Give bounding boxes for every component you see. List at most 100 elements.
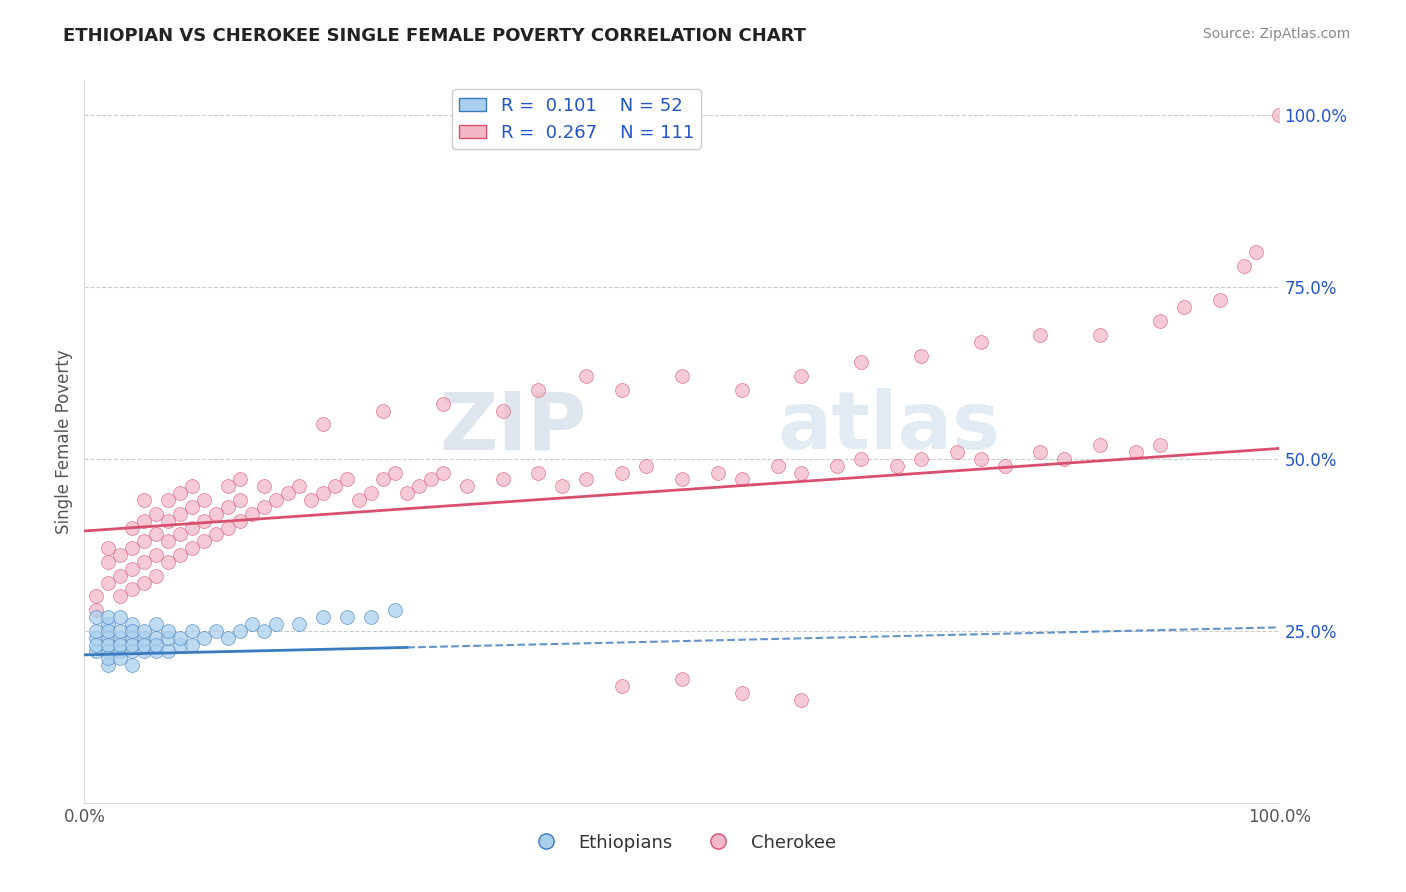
Point bbox=[612, 679, 634, 693]
Point bbox=[157, 644, 180, 658]
Point bbox=[360, 610, 382, 624]
Point bbox=[288, 616, 311, 631]
Point bbox=[551, 479, 574, 493]
Point bbox=[132, 624, 156, 638]
Point bbox=[169, 486, 191, 500]
Point bbox=[731, 383, 754, 397]
Point bbox=[86, 624, 108, 638]
Point bbox=[86, 644, 108, 658]
Point bbox=[612, 383, 634, 397]
Point bbox=[671, 672, 693, 686]
Point bbox=[110, 644, 132, 658]
Point bbox=[145, 507, 167, 521]
Point bbox=[181, 624, 204, 638]
Point bbox=[432, 466, 454, 480]
Point bbox=[121, 616, 143, 631]
Point bbox=[132, 575, 156, 590]
Point bbox=[217, 520, 239, 534]
Point bbox=[240, 616, 263, 631]
Point bbox=[145, 548, 167, 562]
Point bbox=[86, 631, 108, 645]
Text: ETHIOPIAN VS CHEROKEE SINGLE FEMALE POVERTY CORRELATION CHART: ETHIOPIAN VS CHEROKEE SINGLE FEMALE POVE… bbox=[63, 27, 806, 45]
Point bbox=[169, 631, 191, 645]
Point bbox=[886, 458, 908, 473]
Point bbox=[86, 590, 108, 604]
Point bbox=[110, 631, 132, 645]
Point bbox=[373, 472, 395, 486]
Point bbox=[312, 486, 335, 500]
Point bbox=[110, 651, 132, 665]
Point bbox=[636, 458, 658, 473]
Point bbox=[360, 486, 382, 500]
Point bbox=[86, 638, 108, 652]
Point bbox=[97, 616, 120, 631]
Point bbox=[264, 616, 287, 631]
Point bbox=[110, 610, 132, 624]
Text: Source: ZipAtlas.com: Source: ZipAtlas.com bbox=[1202, 27, 1350, 41]
Point bbox=[349, 493, 371, 508]
Point bbox=[97, 610, 120, 624]
Point bbox=[253, 500, 276, 514]
Point bbox=[157, 631, 180, 645]
Point bbox=[110, 548, 132, 562]
Point bbox=[910, 451, 932, 466]
Point bbox=[994, 458, 1017, 473]
Point bbox=[193, 493, 215, 508]
Point bbox=[157, 534, 180, 549]
Point bbox=[312, 417, 335, 432]
Point bbox=[97, 658, 120, 673]
Point bbox=[456, 479, 478, 493]
Point bbox=[205, 507, 228, 521]
Point bbox=[157, 493, 180, 508]
Point bbox=[325, 479, 347, 493]
Point bbox=[946, 445, 969, 459]
Point bbox=[121, 644, 143, 658]
Point bbox=[288, 479, 311, 493]
Point bbox=[527, 466, 550, 480]
Point bbox=[145, 644, 167, 658]
Point bbox=[1029, 327, 1052, 342]
Point bbox=[910, 349, 932, 363]
Point bbox=[790, 466, 813, 480]
Point bbox=[384, 603, 406, 617]
Point bbox=[851, 355, 873, 369]
Point bbox=[132, 555, 156, 569]
Point bbox=[181, 638, 204, 652]
Point bbox=[336, 610, 359, 624]
Point bbox=[121, 541, 143, 556]
Point bbox=[132, 493, 156, 508]
Point bbox=[97, 555, 120, 569]
Point bbox=[492, 403, 515, 417]
Point bbox=[205, 527, 228, 541]
Point bbox=[145, 631, 167, 645]
Point bbox=[121, 624, 143, 638]
Point bbox=[336, 472, 359, 486]
Point bbox=[1090, 438, 1112, 452]
Point bbox=[277, 486, 299, 500]
Point bbox=[1053, 451, 1076, 466]
Point bbox=[408, 479, 430, 493]
Point bbox=[1244, 245, 1267, 260]
Point bbox=[121, 658, 143, 673]
Point bbox=[157, 624, 180, 638]
Point bbox=[970, 451, 993, 466]
Legend: Ethiopians, Cherokee: Ethiopians, Cherokee bbox=[520, 826, 844, 859]
Point bbox=[229, 472, 252, 486]
Point bbox=[575, 369, 598, 384]
Point bbox=[145, 568, 167, 582]
Point bbox=[790, 692, 813, 706]
Point bbox=[731, 472, 754, 486]
Point bbox=[145, 616, 167, 631]
Point bbox=[193, 514, 215, 528]
Point bbox=[181, 541, 204, 556]
Point bbox=[492, 472, 515, 486]
Point bbox=[253, 479, 276, 493]
Point bbox=[527, 383, 550, 397]
Point bbox=[420, 472, 443, 486]
Point bbox=[121, 582, 143, 597]
Point bbox=[766, 458, 789, 473]
Point bbox=[229, 624, 252, 638]
Text: ZIP: ZIP bbox=[439, 388, 586, 467]
Point bbox=[121, 562, 143, 576]
Point bbox=[312, 610, 335, 624]
